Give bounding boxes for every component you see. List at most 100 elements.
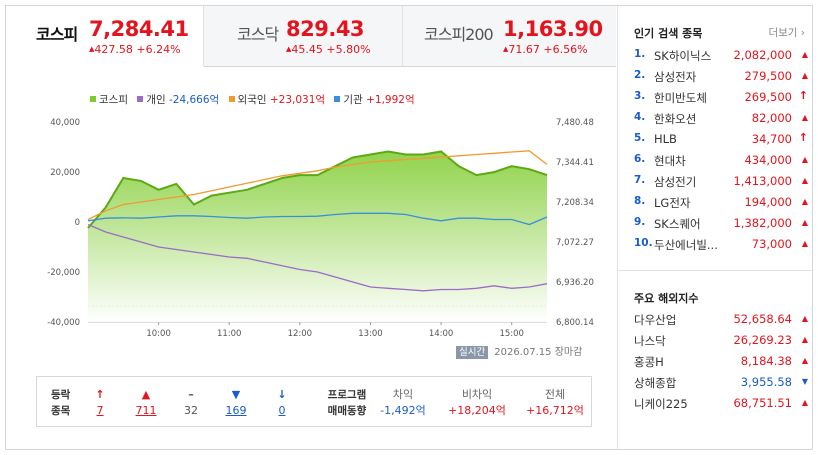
x-axis-tick-label: 11:00	[217, 329, 242, 338]
legend-swatch-institution	[334, 96, 341, 102]
popular-item[interactable]: 6. 현대차 434,000 ▲	[634, 153, 810, 174]
popular-price: 194,000	[744, 195, 792, 209]
rise-count[interactable]: ▲ 711	[131, 387, 161, 419]
legend-foreign: 외국인 +23,031억	[228, 94, 326, 106]
popular-item[interactable]: 3. 한미반도체 269,500 ↑	[634, 89, 810, 111]
up-triangle-icon: ▲	[801, 356, 808, 365]
popular-item[interactable]: 2. 삼성전자 279,500 ▲	[634, 69, 810, 90]
fall-value[interactable]: 169	[225, 404, 247, 417]
left-axis-tick-label: -40,000	[47, 318, 80, 328]
fall-icon: ▼	[231, 388, 241, 401]
popular-name[interactable]: 현대차	[654, 154, 686, 168]
tab-kosdaq-value: 829.43	[286, 17, 365, 41]
world-index-name[interactable]: 나스닥	[634, 334, 666, 348]
program-arbitrage: 차익 -1,492억	[363, 387, 443, 419]
up-triangle-icon: ▲	[801, 218, 808, 227]
legend-institution-value: +1,992억	[366, 94, 415, 106]
x-axis-tick-label: 12:00	[288, 329, 313, 338]
legend-kospi-label: 코스피	[99, 94, 128, 106]
left-axis-tick-label: 20,000	[50, 168, 80, 178]
popular-name[interactable]: SK스퀘어	[654, 217, 701, 231]
more-link[interactable]: 더보기 ›	[768, 25, 805, 40]
unchanged-count[interactable]: – 32	[176, 387, 206, 419]
popular-rank: 6.	[634, 153, 646, 165]
rise-value[interactable]: 711	[135, 404, 157, 417]
more-link-text[interactable]: 더보기	[768, 27, 798, 39]
kospi-line	[87, 150, 548, 229]
up-triangle-icon: ▲	[89, 45, 95, 53]
legend-swatch-individual	[137, 96, 144, 102]
world-index-price: 68,751.51	[733, 396, 792, 410]
tab-kospi[interactable]: 코스피 7,284.41 ▲427.58 +6.24%	[6, 6, 204, 67]
limit-down-count[interactable]: ↓ 0	[267, 387, 297, 419]
popular-item[interactable]: 8. LG전자 194,000 ▲	[634, 195, 810, 216]
legend-individual-value: -24,666억	[169, 94, 220, 106]
world-index-list: 다우산업 52,658.64 ▲ 나스닥 26,269.23 ▲ 홍콩H 8,184.38 ▲ 상…	[634, 312, 810, 417]
up-triangle-icon: ▲	[503, 45, 509, 53]
program-label: 프로그램 매매동향	[322, 387, 372, 419]
tab-kosdaq[interactable]: 코스닥 829.43 ▲45.45 +5.80%	[204, 6, 403, 67]
tab-kospi200[interactable]: 코스피200 1,163.90 ▲71.67 +6.56%	[403, 6, 616, 67]
fall-count[interactable]: ▼ 169	[221, 387, 251, 419]
popular-name[interactable]: 두산에너빌...	[654, 238, 718, 252]
right-axis-tick-label: 7,344.41	[556, 158, 594, 168]
world-index-item[interactable]: 홍콩H 8,184.38 ▲	[634, 354, 810, 375]
popular-name[interactable]: 한미반도체	[654, 91, 707, 105]
popular-item[interactable]: 9. SK스퀘어 1,382,000 ▲	[634, 216, 810, 237]
popular-price: 1,382,000	[733, 216, 792, 230]
world-index-item[interactable]: 다우산업 52,658.64 ▲	[634, 312, 810, 333]
popular-name[interactable]: 삼성전자	[654, 70, 697, 84]
tab-kosdaq-change: ▲45.45 +5.80%	[286, 43, 371, 56]
popular-item[interactable]: 7. 삼성전기 1,413,000 ▲	[634, 174, 810, 195]
popular-name[interactable]: LG전자	[654, 196, 691, 210]
popular-name[interactable]: HLB	[654, 132, 677, 146]
popular-item[interactable]: 1. SK하이닉스 2,082,000 ▲	[634, 48, 810, 69]
up-triangle-icon: ▲	[801, 155, 808, 164]
tab-kospi-name: 코스피	[36, 25, 78, 44]
world-index-name[interactable]: 니케이225	[634, 397, 688, 411]
tab-kospi200-change-text: 71.67 +6.56%	[508, 43, 588, 56]
popular-rank: 1.	[634, 48, 646, 60]
world-index-name[interactable]: 홍콩H	[634, 355, 664, 369]
popular-rank: 8.	[634, 195, 646, 207]
market-breadth-box: 등락 종목 ↑ 7 ▲ 711 –32 ▼ 169 ↓ 0 프로그램 매매동향 차익 -1,4…	[36, 376, 592, 427]
world-index-item[interactable]: 니케이225 68,751.51 ▲	[634, 396, 810, 417]
popular-name[interactable]: SK하이닉스	[654, 49, 712, 63]
popular-price: 2,082,000	[733, 48, 792, 62]
world-index-item[interactable]: 상해종합 3,955.58 ▼	[634, 375, 810, 396]
popular-list: 1. SK하이닉스 2,082,000 ▲ 2. 삼성전자 279,500 ▲ 3. 한미반도체 2…	[634, 48, 810, 258]
left-axis-tick-label: 40,000	[50, 118, 80, 128]
individual-line	[87, 223, 548, 292]
tab-kospi-change-text: 427.58 +6.24%	[94, 43, 181, 56]
up-triangle-icon: ▲	[801, 50, 808, 59]
limit-down-icon: ↓	[277, 388, 287, 401]
program-label-1: 프로그램	[327, 389, 367, 401]
tab-kosdaq-change-text: 45.45 +5.80%	[291, 43, 371, 56]
up-triangle-icon: ▲	[801, 335, 808, 344]
program-total-head: 전체	[544, 388, 566, 401]
up-triangle-icon: ▲	[801, 197, 808, 206]
popular-name[interactable]: 한화오션	[654, 112, 697, 126]
realtime-status: 실시간 2026.07.15 장마감	[456, 343, 582, 359]
world-index-name[interactable]: 상해종합	[634, 376, 677, 390]
limit-down-value[interactable]: 0	[278, 404, 286, 417]
legend-individual: 개인 -24,666억	[137, 94, 219, 106]
legend-foreign-value: +23,031억	[269, 94, 326, 106]
popular-rank: 10.	[634, 237, 653, 249]
realtime-badge[interactable]: 실시간	[456, 346, 489, 359]
legend-swatch-foreign	[228, 96, 235, 102]
limit-up-value[interactable]: 7	[96, 404, 104, 417]
limit-up-count[interactable]: ↑ 7	[85, 387, 115, 419]
popular-item[interactable]: 10. 두산에너빌... 73,000 ▲	[634, 237, 810, 258]
world-index-name[interactable]: 다우산업	[634, 313, 677, 327]
world-index-item[interactable]: 나스닥 26,269.23 ▲	[634, 333, 810, 354]
popular-price: 434,000	[744, 153, 792, 167]
x-axis-tick-label: 14:00	[429, 329, 454, 338]
popular-price: 82,000	[751, 111, 792, 125]
popular-rank: 4.	[634, 111, 646, 123]
popular-item[interactable]: 4. 한화오션 82,000 ▲	[634, 111, 810, 132]
unchanged-value[interactable]: 32	[184, 404, 198, 417]
popular-name[interactable]: 삼성전기	[654, 175, 697, 189]
program-non-arbitrage: 비차익 +18,204억	[437, 387, 517, 419]
popular-item[interactable]: 5. HLB 34,700 ↑	[634, 131, 810, 153]
